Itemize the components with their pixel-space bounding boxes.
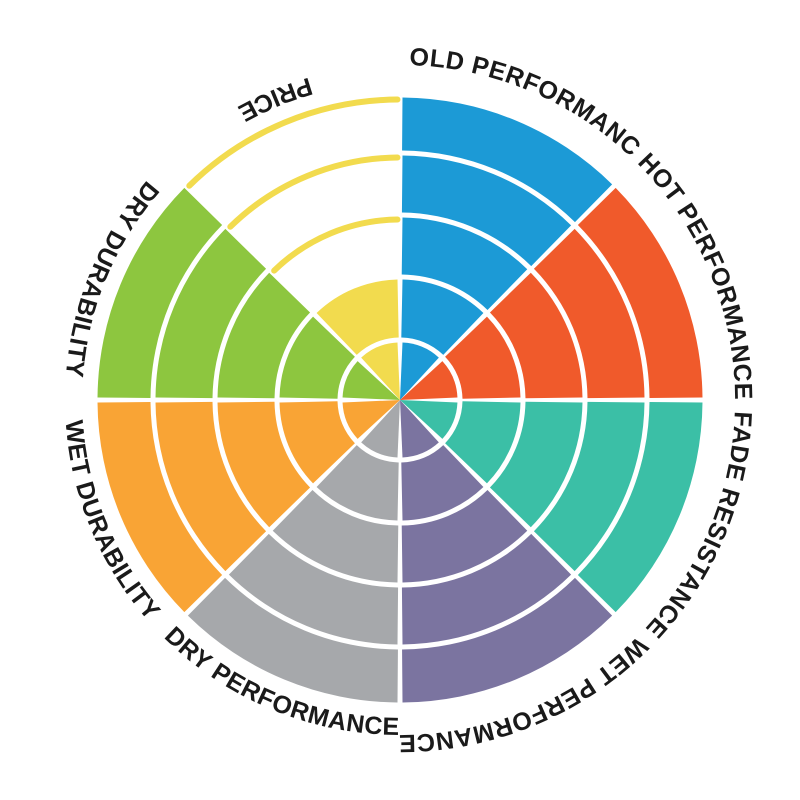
ring-segment[interactable]: [402, 97, 613, 223]
ring-segment[interactable]: [342, 361, 400, 400]
ring-segment[interactable]: [400, 400, 458, 439]
ring-segment[interactable]: [400, 361, 458, 400]
ring-segment[interactable]: [361, 400, 400, 458]
ring-segment[interactable]: [400, 342, 439, 400]
ring-segment[interactable]: [577, 402, 703, 613]
sector-dry-performance[interactable]: [187, 400, 400, 703]
sector-wet-performance[interactable]: [400, 400, 613, 703]
ring-segment[interactable]: [97, 187, 223, 398]
ring-segment[interactable]: [272, 489, 399, 583]
ring-segment[interactable]: [489, 401, 583, 528]
ring-segment[interactable]: [342, 400, 400, 439]
ring-segment[interactable]: [279, 316, 355, 399]
empty-ring-arc: [271, 216, 401, 274]
sector-price[interactable]: [316, 279, 400, 400]
ring-segment[interactable]: [400, 400, 439, 458]
price-empty-ring-arcs: [186, 96, 401, 274]
sector-cold-performance[interactable]: [400, 97, 613, 400]
ring-segment[interactable]: [97, 402, 223, 613]
ring-segment[interactable]: [445, 316, 521, 399]
empty-ring-arc: [227, 154, 401, 230]
ring-segment[interactable]: [316, 279, 399, 355]
ring-segment[interactable]: [401, 533, 572, 645]
ring-segment[interactable]: [533, 401, 645, 572]
ring-segment[interactable]: [187, 577, 398, 703]
ring-segment[interactable]: [401, 279, 484, 355]
ring-segment[interactable]: [401, 217, 528, 311]
sector-fade-resistance[interactable]: [400, 400, 703, 613]
empty-ring-arc: [186, 96, 401, 189]
ring-segment[interactable]: [217, 401, 311, 528]
ring-segment[interactable]: [217, 272, 311, 399]
sector-wedges-group: [97, 97, 703, 703]
sector-dry-durability[interactable]: [97, 187, 400, 400]
ring-segment[interactable]: [316, 445, 399, 521]
ring-segment[interactable]: [402, 577, 613, 703]
sector-hot-performance[interactable]: [400, 187, 703, 400]
ring-segment[interactable]: [533, 228, 645, 399]
ring-segment[interactable]: [155, 401, 267, 572]
ring-segment[interactable]: [228, 533, 399, 645]
ring-segment[interactable]: [279, 401, 355, 484]
ring-segment[interactable]: [155, 228, 267, 399]
ring-segment[interactable]: [361, 342, 400, 400]
ring-segment[interactable]: [445, 401, 521, 484]
ring-segment[interactable]: [489, 272, 583, 399]
ring-segment[interactable]: [401, 445, 484, 521]
ring-segment[interactable]: [577, 187, 703, 398]
ring-segment[interactable]: [401, 155, 572, 267]
sector-wet-durability[interactable]: [97, 400, 400, 613]
ring-segment[interactable]: [401, 489, 528, 583]
